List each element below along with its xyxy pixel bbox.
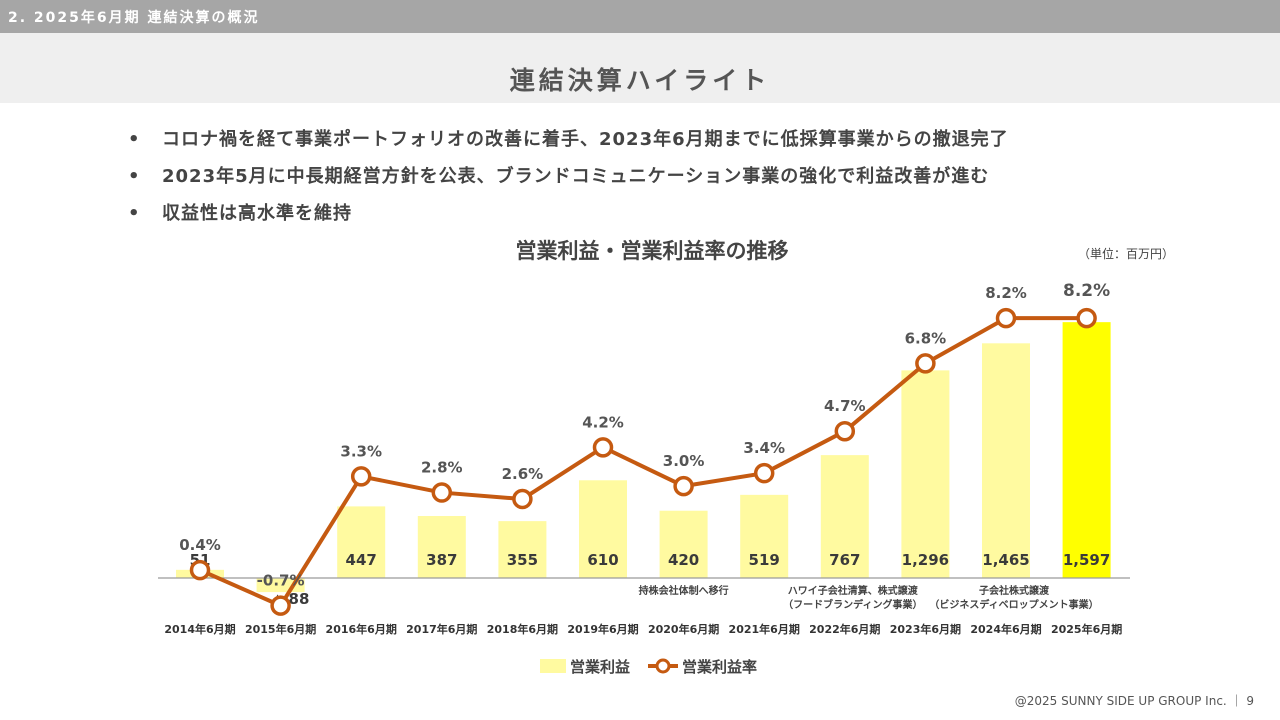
line-value-label: 3.0% [663, 452, 705, 470]
line-point [834, 420, 856, 442]
line-value-label: 6.8% [905, 329, 947, 347]
legend-line-marker [655, 658, 671, 674]
bar [740, 494, 789, 578]
bar [337, 506, 386, 578]
bullet-list: • コロナ禍を経て事業ポートフォリオの改善に着手、2023年6月期までに低採算事業… [128, 126, 1009, 237]
chart-annotation: ハワイ子会社清算、株式譲渡 [788, 584, 919, 597]
line-value-label: 8.2% [985, 284, 1027, 302]
line-value-label: -0.7% [257, 572, 305, 590]
bullet-item: • 収益性は高水準を維持 [128, 200, 1009, 237]
legend-bar-label: 営業利益 [570, 658, 630, 676]
bar [901, 370, 950, 578]
x-tick-label: 2015年6月期 [245, 622, 316, 636]
x-tick-label: 2016年6月期 [326, 622, 397, 636]
footer-copyright: @2025 SUNNY SIDE UP GROUP Inc. ｜ 9 [1014, 694, 1254, 708]
line-value-label: 4.7% [824, 397, 866, 415]
x-tick-label: 2022年6月期 [809, 622, 880, 636]
bullet-marker: • [128, 129, 141, 150]
bar-value-label: 610 [587, 551, 618, 569]
line-value-label: 4.2% [582, 413, 624, 431]
bar [659, 510, 708, 578]
section-header: 2. 2025年6月期 連結決算の概況 [8, 10, 260, 26]
bar [498, 521, 547, 578]
chart-annotation: （フードブランディング事業） [783, 598, 922, 611]
bar-value-label: 387 [426, 551, 457, 569]
line-point [753, 462, 775, 484]
x-tick-label: 2025年6月期 [1051, 622, 1122, 636]
line-value-label: 0.4% [179, 536, 221, 554]
bar-value-label: 355 [507, 551, 538, 569]
line-value-label: 2.8% [421, 459, 463, 477]
bar [417, 516, 466, 578]
bullet-item: • コロナ禍を経て事業ポートフォリオの改善に着手、2023年6月期までに低採算事業… [128, 126, 1009, 163]
title-band: 連結決算ハイライト [0, 33, 1280, 103]
chart-annotation: （ビジネスディベロップメント事業） [929, 598, 1098, 611]
bar-value-label: 1,465 [982, 551, 1029, 569]
line-point [270, 595, 291, 616]
line-point [512, 488, 533, 510]
x-tick-label: 2024年6月期 [970, 622, 1041, 636]
bullet-marker: • [128, 203, 141, 224]
legend-line-label: 営業利益率 [682, 658, 757, 676]
line-value-label: 3.3% [340, 442, 382, 460]
bar-value-label: 767 [829, 551, 860, 569]
bar-value-label: 447 [346, 551, 377, 569]
bar-value-label: 420 [668, 551, 699, 569]
bar [982, 343, 1030, 578]
chart-unit-label: （単位：百万円） [1078, 246, 1174, 261]
bullet-marker: • [128, 166, 141, 187]
line-value-label: 8.2% [1063, 281, 1110, 301]
line-point [995, 307, 1017, 329]
line-value-label: 3.4% [743, 439, 785, 457]
line-point [673, 475, 694, 497]
bullet-text: 収益性は高水準を維持 [162, 203, 352, 224]
x-tick-label: 2019年6月期 [567, 622, 638, 636]
line-value-label: 2.6% [502, 465, 544, 483]
x-tick-label: 2017年6月期 [406, 622, 477, 636]
bar [1062, 322, 1111, 578]
page-title: 連結決算ハイライト [509, 66, 771, 95]
bar [820, 455, 869, 578]
x-tick-label: 2021年6月期 [729, 622, 800, 636]
line-point [431, 482, 453, 503]
line-point [189, 559, 211, 581]
bullet-text: 2023年5月に中長期経営方針を公表、ブランドコミュニケーション事業の強化で利益… [162, 166, 990, 187]
section-header-bar: 2. 2025年6月期 連結決算の概況 [0, 0, 1280, 33]
x-tick-label: 2020年6月期 [648, 622, 719, 636]
line-point [350, 466, 372, 487]
bar [579, 480, 627, 578]
bar-value-label: 519 [749, 551, 780, 569]
bar-value-label: 1,296 [902, 551, 949, 569]
line-point [1076, 307, 1097, 329]
profit-margin-line [199, 316, 1087, 608]
bullet-text: コロナ禍を経て事業ポートフォリオの改善に着手、2023年6月期までに低採算事業か… [162, 129, 1009, 150]
bar-value-label: 1,597 [1063, 551, 1110, 569]
x-tick-label: 2014年6月期 [164, 622, 235, 636]
chart-title: 営業利益・営業利益率の推移 [516, 239, 789, 263]
x-tick-label: 2018年6月期 [487, 622, 558, 636]
legend-bar-swatch [540, 659, 566, 673]
chart-annotation: 子会社株式譲渡 [979, 584, 1050, 597]
bullet-item: • 2023年5月に中長期経営方針を公表、ブランドコミュニケーション事業の強化で利… [128, 163, 1009, 200]
line-point [915, 353, 936, 374]
x-tick-label: 2023年6月期 [890, 622, 961, 636]
chart-annotation: 持株会社体制へ移行 [639, 584, 729, 597]
line-point [592, 437, 614, 458]
